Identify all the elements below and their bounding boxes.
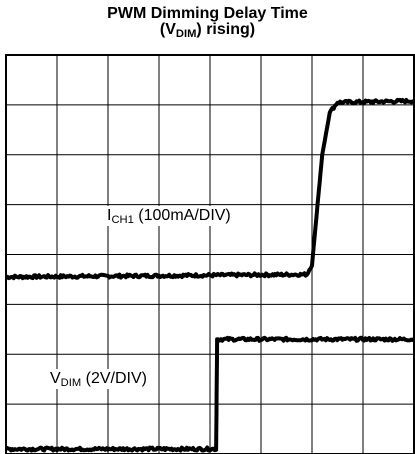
trace-vdim [5, 335, 415, 453]
trace-ich1 [5, 97, 415, 281]
series-label-vdim: VDIM (2V/DIV) [48, 369, 149, 389]
chart-title-line2: (VDIM) rising) [159, 21, 256, 40]
chart-title: PWM Dimming Delay Time (VDIM) rising) [0, 5, 415, 40]
traces [5, 97, 415, 453]
chart-title-line1: PWM Dimming Delay Time [107, 5, 308, 22]
series-label-ich1: ICH1 (100mA/DIV) [105, 206, 233, 226]
